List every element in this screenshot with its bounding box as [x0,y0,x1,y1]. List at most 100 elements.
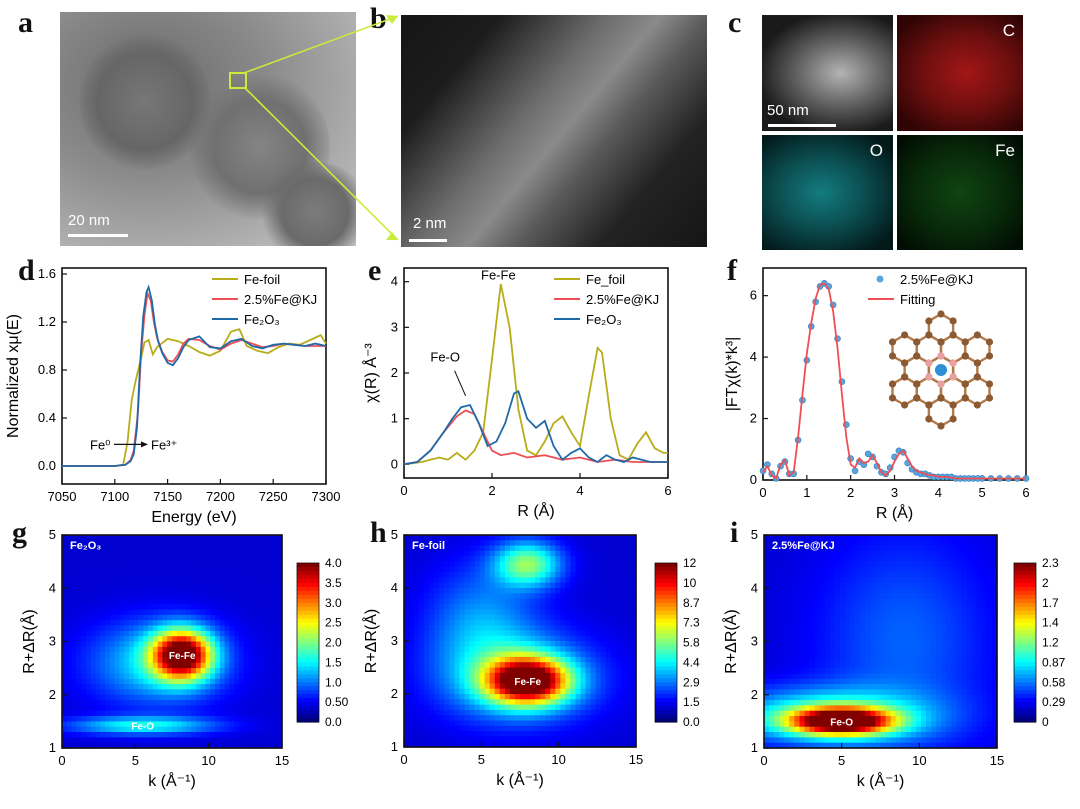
heat-cell [855,614,861,621]
heat-cell [605,694,612,700]
heat-cell [779,561,785,568]
heat-cell [530,736,536,743]
heat-cell [62,577,68,584]
atom [913,394,921,402]
heat-cell [210,705,216,712]
heat-cell [570,646,576,653]
heat-cell [239,705,245,712]
heat-cell [809,668,816,674]
heat-cell [829,662,836,669]
heat-cell [789,710,795,717]
heat-cell [631,619,637,626]
heat-cell [234,694,240,701]
heat-cell [243,604,250,611]
heat-cell [85,657,92,664]
colorbar-segment [655,710,677,715]
heat-cell [277,551,283,557]
heat-cell [248,598,254,605]
heat-cell [200,636,207,643]
heat-cell [860,567,866,573]
heat-cell [419,656,425,663]
heat-cell [840,710,846,717]
heat-cell [469,672,476,679]
heat-cell [615,694,622,700]
heat-cell [272,577,278,584]
heat-cell [625,688,632,695]
heat-cell [444,598,450,605]
heat-cell [248,726,254,733]
heat-cell [555,725,561,732]
heat-cell [520,582,526,589]
heat-cell [809,646,816,653]
heat-cell [474,630,481,637]
heat-cell [157,641,164,648]
heat-cell [784,742,790,749]
heat-cell [474,736,481,743]
heat-cell [224,700,230,706]
heat-cell [479,614,486,621]
heat-cell [530,561,536,568]
heat-cell [152,620,159,627]
heat-cell [555,545,561,552]
heat-cell [66,641,73,648]
heat-cell [129,662,135,669]
heat-cell [834,694,841,701]
heat-cell [585,540,592,547]
heat-cell [769,694,775,701]
heat-cell [870,737,877,744]
heat-cell [454,720,460,727]
heat-cell [215,700,221,706]
heat-cell [799,630,806,637]
heat-cell [195,625,202,632]
heat-cell [535,720,541,727]
heat-cell [229,572,235,579]
heat-cell [499,662,506,669]
heat-cell [799,700,806,706]
heat-cell [804,689,811,696]
heat-cell [779,716,785,722]
heat-cell [90,737,97,744]
colorbar-segment [655,654,677,659]
heat-cell [560,725,566,732]
heat-cell [560,688,566,695]
heat-cell [215,689,221,696]
heat-cell [595,715,602,722]
heat-cell [119,694,125,701]
heat-cell [414,577,420,584]
heat-cell [85,646,92,653]
heat-cell [764,545,770,552]
heat-cell [133,567,140,573]
heat-cell [829,668,836,674]
heat-cell [555,651,561,658]
heat-cell [138,742,144,749]
heat-cell [248,561,254,568]
heat-cell [114,689,120,696]
fe-atom [935,364,947,376]
heat-cell [210,700,216,706]
heat-cell [469,540,476,547]
heat-cell [219,625,226,632]
heat-cell [219,657,226,664]
heat-cell [195,604,202,611]
heat-cell [157,551,164,557]
heat-cell [176,572,183,579]
heat-cell [494,672,501,679]
heat-cell [545,656,551,663]
heat-cell [479,545,486,552]
heat-cell [181,694,187,701]
heat-cell [860,561,866,568]
heat-cell [520,540,526,547]
heat-cell [100,694,106,701]
heat-cell [129,721,135,728]
heat-cell [100,535,106,541]
heat-cell [615,741,622,748]
heat-cell [515,588,521,594]
heat-cell [143,657,149,664]
heat-cell [444,577,450,584]
heat-cell [570,635,576,642]
heat-cell [114,732,120,738]
heat-cell [434,678,440,684]
heat-cell [494,582,501,589]
heat-cell [625,651,632,658]
heat-cell [464,731,471,737]
